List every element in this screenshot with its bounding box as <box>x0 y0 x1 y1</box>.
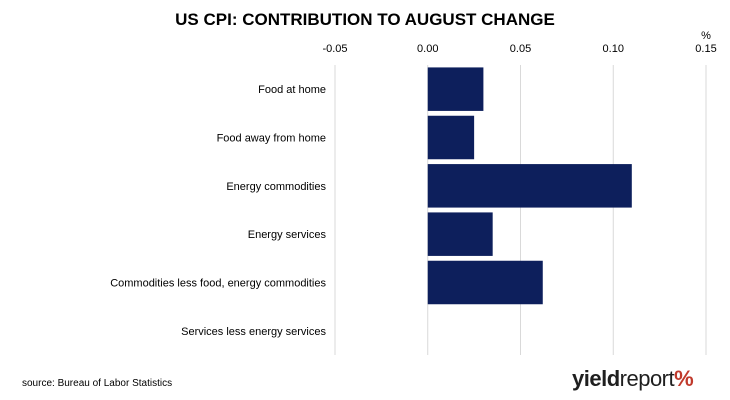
logo-text-bold: yield <box>572 366 620 391</box>
bars <box>427 67 632 305</box>
bar <box>427 164 632 208</box>
x-tick-label: -0.05 <box>322 43 347 55</box>
x-tick-label: 0.10 <box>603 43 624 55</box>
category-label: Food away from home <box>217 133 326 145</box>
category-label: Services less energy services <box>181 326 326 338</box>
bar <box>427 67 484 111</box>
unit-label: % <box>701 30 711 42</box>
x-tick-label: 0.05 <box>510 43 531 55</box>
x-axis-ticks: -0.05 0.00 0.05 0.10 0.15 <box>322 43 716 55</box>
x-tick-label: 0.15 <box>695 43 716 55</box>
chart-title: US CPI: CONTRIBUTION TO AUGUST CHANGE <box>175 10 555 29</box>
grid-lines <box>334 65 707 355</box>
bar <box>427 212 493 256</box>
category-labels: Food at home Food away from home Energy co… <box>110 84 326 338</box>
source-note: source: Bureau of Labor Statistics <box>22 378 173 389</box>
category-label: Food at home <box>258 84 326 96</box>
category-label: Energy commodities <box>226 181 326 193</box>
bar <box>427 115 475 160</box>
category-label: Energy services <box>248 229 327 241</box>
logo-percent-symbol: % <box>674 366 694 391</box>
yieldreport-logo: yieldreport% <box>572 366 694 392</box>
category-label: Commodities less food, energy commoditie… <box>110 278 326 290</box>
logo-text-light: report <box>619 366 675 391</box>
x-tick-label: 0.00 <box>417 43 438 55</box>
bar <box>427 260 543 305</box>
